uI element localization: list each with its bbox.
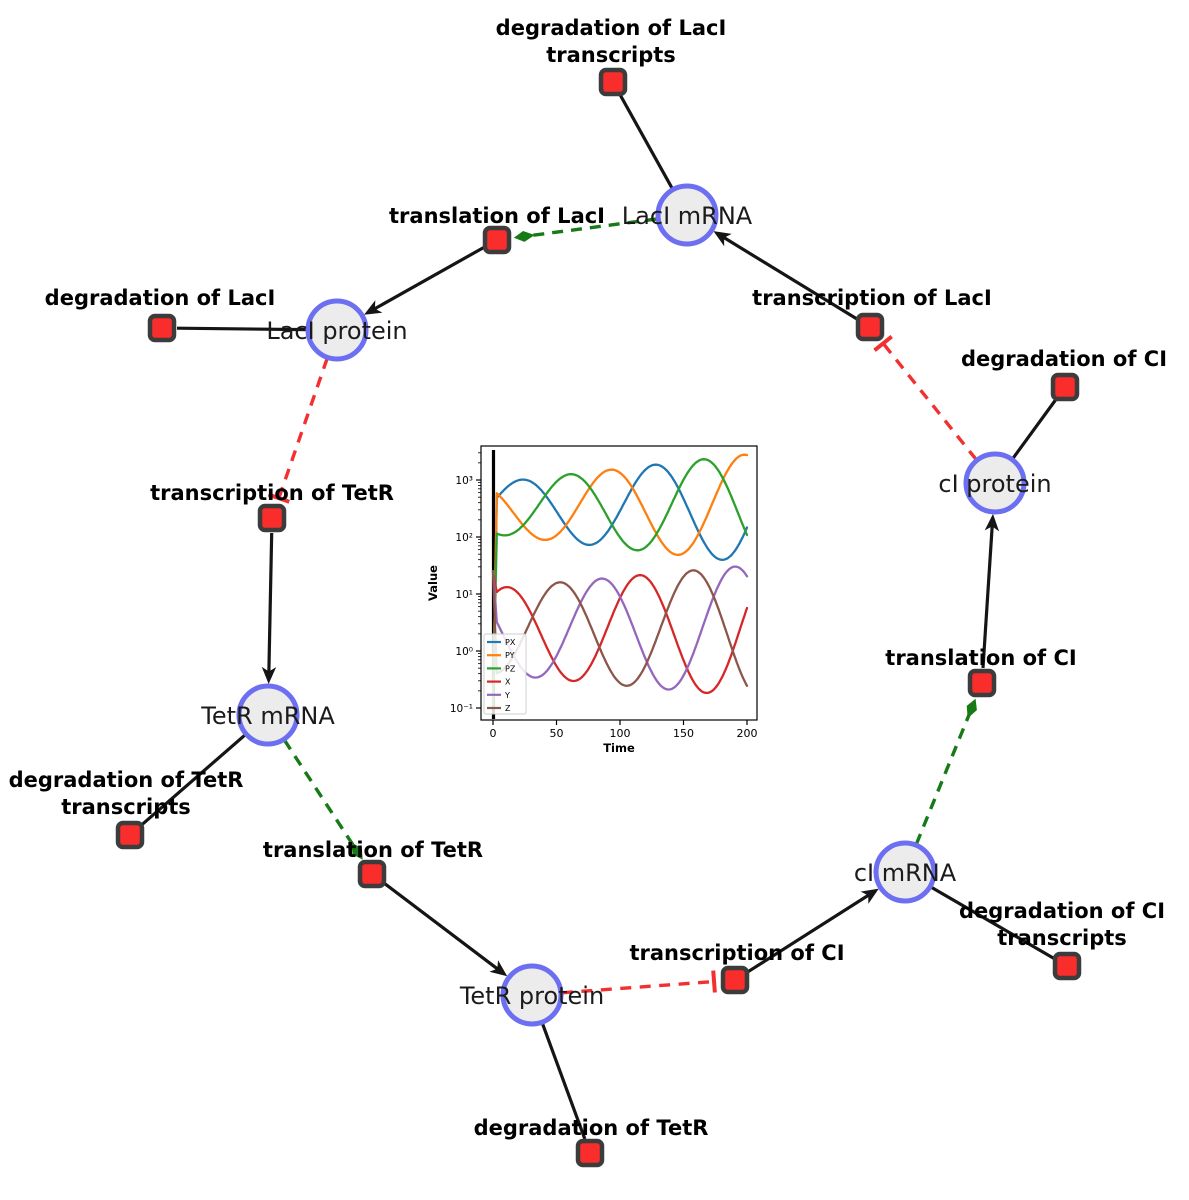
edge-transl_tetr-to-tetr_protein	[382, 881, 500, 971]
edge-ci_mrna-to-deg_ci_tx	[930, 885, 1055, 960]
species-label-ci_mrna: cI mRNA	[854, 859, 957, 887]
y-axis-label: Value	[426, 565, 440, 601]
reaction-label-txn_ci-line1: transcription of CI	[629, 941, 844, 965]
edge-transl_ci-to-ci_protein	[981, 524, 994, 669]
edge-laci_mrna-to-transl_laci-diamond-arrowhead-icon	[513, 231, 535, 242]
species-node-ci_protein	[963, 451, 1027, 515]
reaction-node-deg_laci_tx	[598, 67, 628, 97]
edge-ci_mrna-to-transl_ci-diamond-arrowhead-icon	[966, 698, 977, 719]
species-node-tetr_protein	[500, 963, 564, 1027]
reaction-node-transl_tetr	[357, 859, 387, 889]
species-node-tetr_mrna	[236, 683, 300, 747]
reaction-node-deg_tetr_tx	[115, 820, 145, 850]
species-label-ci_protein: cI protein	[938, 470, 1051, 498]
reaction-node-transl_laci	[482, 225, 512, 255]
reaction-node-txn_laci	[855, 312, 885, 342]
legend-label-PY: PY	[505, 651, 515, 660]
y-tick-label: 10¹	[455, 589, 473, 601]
y-tick-label: 10⁰	[455, 646, 473, 658]
legend-label-X: X	[505, 678, 511, 687]
reaction-label-txn_tetr-line1: transcription of TetR	[150, 481, 394, 505]
edge-laci_mrna-to-transl_laci	[529, 217, 658, 238]
labels-layer: LacI mRNA LacI protein TetR mRNA TetR prote…	[9, 16, 1167, 1140]
chart-curves	[491, 453, 749, 710]
reaction-label-deg_tetr-line1: degradation of TetR	[474, 1116, 709, 1140]
reaction-node-txn_ci	[720, 965, 750, 995]
edge-ci_protein-to-deg_ci	[1011, 398, 1058, 460]
reaction-label-deg_tetr_tx-line2: transcripts	[61, 795, 191, 819]
species-node-ci_mrna	[873, 840, 937, 904]
edge-ci_protein-to-txn_laci	[881, 342, 978, 461]
reaction-label-deg_laci_tx-line2: transcripts	[546, 43, 676, 67]
edge-transl_ci-to-ci_protein-arrowhead-icon	[984, 513, 1000, 532]
x-tick-label: 150	[673, 727, 694, 740]
series-curve-Y	[491, 565, 749, 691]
y-tick-label: 10²	[455, 532, 473, 544]
y-tick-label: 10⁻¹	[450, 703, 473, 715]
x-tick-label: 0	[490, 727, 497, 740]
x-tick-label: 50	[550, 727, 564, 740]
legend-label-Y: Y	[504, 691, 510, 700]
edge-tetr_protein-to-txn_ci	[561, 979, 715, 995]
edge-ci_mrna-to-transl_ci	[914, 712, 972, 845]
edge-tetr_mrna-to-deg_tetr_tx	[140, 733, 247, 827]
nodes-layer	[115, 67, 1082, 1168]
reaction-node-deg_ci	[1050, 372, 1080, 402]
species-node-laci_protein	[305, 298, 369, 362]
species-label-tetr_protein: TetR protein	[459, 982, 604, 1010]
reaction-label-txn_laci-line1: transcription of LacI	[752, 286, 992, 310]
reaction-node-deg_tetr	[575, 1138, 605, 1168]
edge-tetr_mrna-to-transl_tetr	[282, 739, 356, 848]
series-curve-Z	[491, 569, 749, 687]
edge-transl_tetr-to-tetr_protein-arrowhead-icon	[489, 960, 508, 977]
edge-tetr_mrna-to-transl_tetr-diamond-arrowhead-icon	[351, 842, 363, 860]
reaction-label-transl_tetr-line1: translation of TetR	[263, 838, 483, 862]
reaction-label-deg_laci_tx-line1: degradation of LacI	[496, 16, 727, 40]
edge-ci_protein-to-txn_laci-tbar-inhibitor-icon	[873, 334, 893, 352]
edge-transl_laci-to-laci_protein	[372, 245, 485, 311]
reaction-node-deg_laci	[147, 313, 177, 343]
species-label-laci_mrna: LacI mRNA	[622, 202, 753, 230]
series-curve-PX	[491, 463, 749, 710]
edge-txn_ci-to-ci_mrna	[746, 893, 871, 974]
x-axis-label: Time	[603, 741, 635, 755]
edge-txn_laci-to-laci_mrna-arrowhead-icon	[713, 231, 732, 247]
edge-laci_protein-to-txn_tetr	[277, 357, 329, 499]
edge-laci_protein-to-txn_tetr-tbar-inhibitor-icon	[267, 492, 290, 504]
reaction-label-transl_laci-line1: translation of LacI	[389, 204, 605, 228]
legend-label-PZ: PZ	[505, 664, 516, 673]
x-tick-label: 100	[610, 727, 631, 740]
series-curve-PY	[491, 453, 749, 710]
edge-transl_laci-to-laci_protein-arrowhead-icon	[364, 300, 383, 315]
edge-txn_tetr-to-tetr_mrna-arrowhead-icon	[261, 666, 277, 685]
species-node-laci_mrna	[655, 183, 719, 247]
edge-txn_ci-to-ci_mrna-arrowhead-icon	[860, 888, 879, 904]
reaction-label-deg_laci-line1: degradation of LacI	[45, 286, 276, 310]
edge-laci_mrna-to-deg_laci_tx	[618, 94, 674, 190]
species-label-laci_protein: LacI protein	[266, 317, 407, 345]
reaction-label-transl_ci-line1: translation of CI	[885, 646, 1076, 670]
edge-tetr_protein-to-txn_ci-tbar-inhibitor-icon	[711, 970, 717, 993]
edge-laci_protein-to-deg_laci	[176, 326, 308, 332]
species-label-tetr_mrna: TetR mRNA	[200, 702, 335, 730]
inset-chart: 10³ 10² 10¹ 10⁰ 10⁻¹ 0 50 100 150 200 Time Value PX P…	[426, 438, 770, 760]
x-tick-label: 200	[737, 727, 758, 740]
reaction-node-transl_ci	[967, 668, 997, 698]
edge-txn_tetr-to-tetr_mrna	[267, 532, 274, 674]
y-tick-label: 10³	[455, 475, 473, 487]
edges-layer	[140, 94, 1058, 1140]
legend-label-PX: PX	[505, 638, 516, 647]
reaction-label-deg_ci_tx-line2: transcripts	[997, 926, 1127, 950]
edge-tetr_protein-to-deg_tetr	[540, 1022, 587, 1140]
edge-txn_laci-to-laci_mrna	[721, 235, 859, 321]
reaction-label-deg_tetr_tx-line1: degradation of TetR	[9, 768, 244, 792]
reaction-label-deg_ci_tx-line1: degradation of CI	[959, 899, 1165, 923]
series-curve-PZ	[491, 458, 749, 710]
reaction-node-deg_ci_tx	[1052, 951, 1082, 981]
reaction-label-deg_ci-line1: degradation of CI	[961, 347, 1167, 371]
legend-label-Z: Z	[505, 704, 511, 713]
reaction-node-txn_tetr	[257, 503, 287, 533]
